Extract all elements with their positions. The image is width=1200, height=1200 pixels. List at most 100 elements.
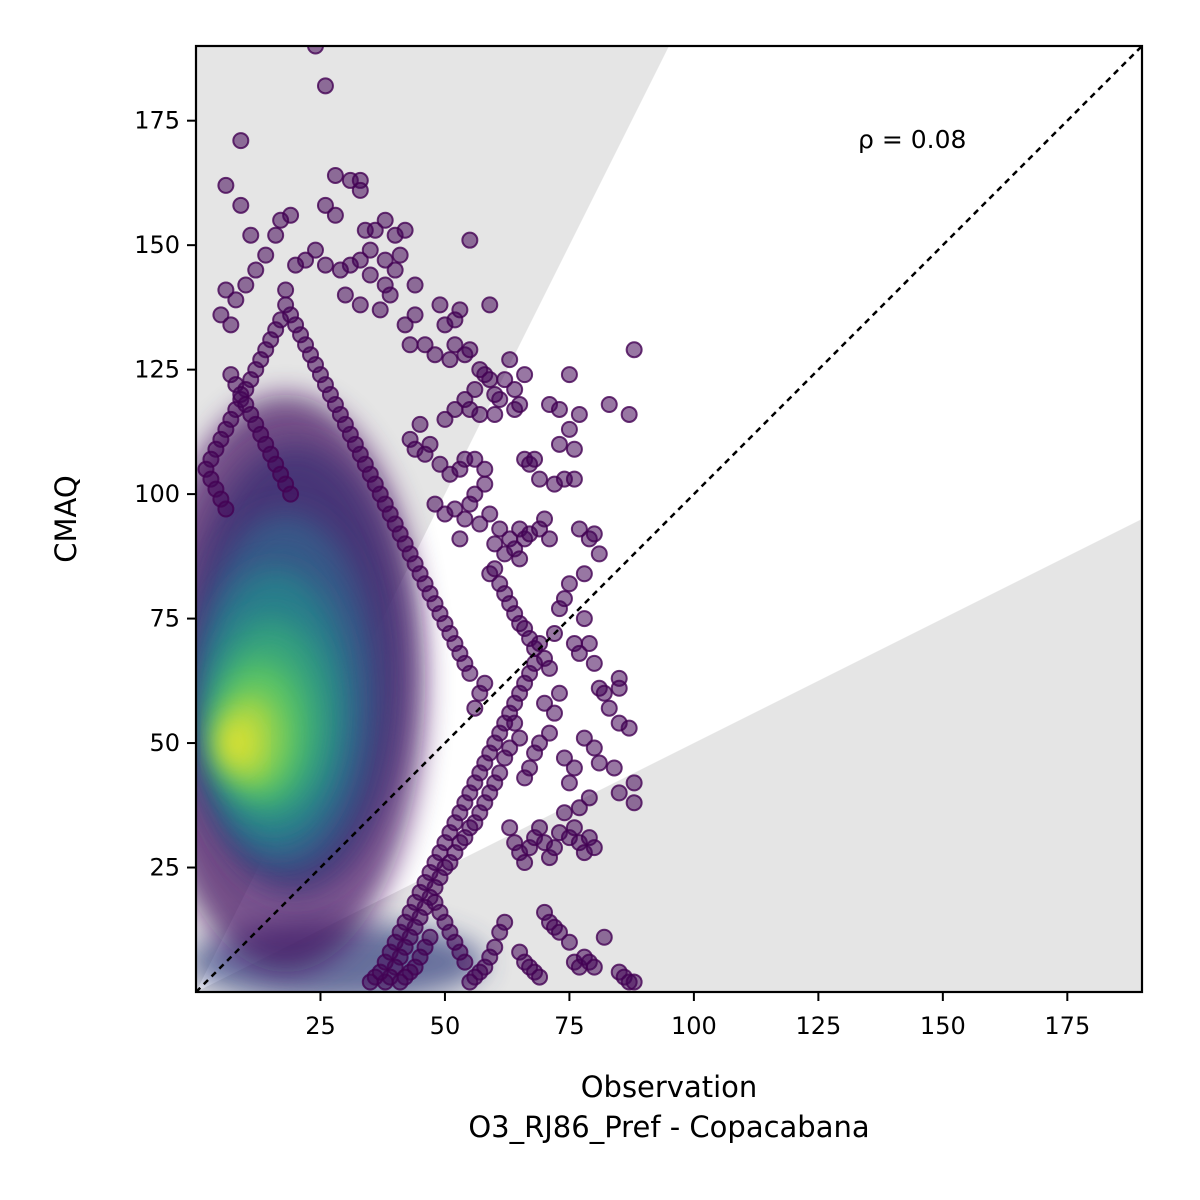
data-point xyxy=(451,530,469,548)
data-point xyxy=(376,211,394,229)
data-point xyxy=(526,744,544,762)
data-point xyxy=(316,196,334,214)
data-point xyxy=(466,699,484,717)
identity-line xyxy=(196,46,1142,992)
data-point xyxy=(605,759,623,777)
data-point xyxy=(560,933,578,951)
data-point xyxy=(625,341,643,359)
data-point xyxy=(536,694,554,712)
data-point xyxy=(481,296,499,314)
data-point xyxy=(550,400,568,418)
data-point xyxy=(431,455,449,473)
data-point xyxy=(282,485,300,503)
data-point xyxy=(316,77,334,95)
data-point xyxy=(511,729,529,747)
data-point xyxy=(550,435,568,453)
data-point xyxy=(217,176,235,194)
data-point xyxy=(247,261,265,279)
data-point xyxy=(511,550,529,568)
data-point xyxy=(426,495,444,513)
data-point xyxy=(560,420,578,438)
x-tick-label: 125 xyxy=(795,1012,841,1040)
data-point xyxy=(541,659,559,677)
data-point xyxy=(625,973,643,991)
data-point xyxy=(396,221,414,239)
data-point xyxy=(496,749,514,767)
data-point xyxy=(590,754,608,772)
y-tick-label: 75 xyxy=(149,605,180,633)
data-point xyxy=(610,784,628,802)
data-point xyxy=(580,634,598,652)
data-point xyxy=(406,276,424,294)
data-point xyxy=(610,679,628,697)
data-point xyxy=(541,530,559,548)
y-tick-label: 125 xyxy=(134,356,180,384)
density-blob xyxy=(218,718,254,768)
data-point xyxy=(446,400,464,418)
data-point xyxy=(351,181,369,199)
data-point xyxy=(371,301,389,319)
data-point xyxy=(541,724,559,742)
data-point xyxy=(401,336,419,354)
data-point xyxy=(501,819,519,837)
data-point xyxy=(516,854,534,872)
data-point xyxy=(287,256,305,274)
data-point xyxy=(361,241,379,259)
data-point xyxy=(257,246,275,264)
data-point xyxy=(590,545,608,563)
data-point xyxy=(461,495,479,513)
data-point xyxy=(585,958,603,976)
data-point xyxy=(575,610,593,628)
data-point xyxy=(560,575,578,593)
data-point xyxy=(516,366,534,384)
data-point xyxy=(336,286,354,304)
data-point xyxy=(326,206,344,224)
data-point xyxy=(426,893,444,911)
data-point xyxy=(550,684,568,702)
data-point xyxy=(565,440,583,458)
y-tick-label: 175 xyxy=(134,107,180,135)
data-point xyxy=(376,251,394,269)
data-point xyxy=(386,261,404,279)
data-point xyxy=(242,226,260,244)
data-point xyxy=(391,973,409,991)
data-point xyxy=(217,281,235,299)
data-point xyxy=(476,475,494,493)
data-point xyxy=(565,470,583,488)
data-point xyxy=(545,704,563,722)
data-point xyxy=(471,515,489,533)
x-tick-label: 75 xyxy=(554,1012,585,1040)
data-point xyxy=(565,819,583,837)
data-point xyxy=(476,460,494,478)
data-point xyxy=(570,405,588,423)
data-point xyxy=(441,351,459,369)
data-point xyxy=(406,306,424,324)
x-axis: 25 50 75 100 125 150 175 xyxy=(305,992,1090,1040)
data-point xyxy=(481,505,499,523)
data-point xyxy=(237,276,255,294)
data-point xyxy=(461,341,479,359)
points-layer xyxy=(197,46,643,991)
data-point xyxy=(555,804,573,822)
data-point xyxy=(431,296,449,314)
x-tick-label: 25 xyxy=(305,1012,336,1040)
data-point xyxy=(496,371,514,389)
data-point xyxy=(575,729,593,747)
data-point xyxy=(456,510,474,528)
data-point xyxy=(316,256,334,274)
data-point xyxy=(595,928,613,946)
data-point xyxy=(217,500,235,518)
data-point xyxy=(471,361,489,379)
data-point xyxy=(486,405,504,423)
data-point xyxy=(436,410,454,428)
data-point xyxy=(416,445,434,463)
data-point xyxy=(516,769,534,787)
data-point xyxy=(585,739,603,757)
data-point xyxy=(610,714,628,732)
x-axis-label-line2: O3_RJ86_Pref - Copacabana xyxy=(468,1110,869,1144)
density-layer xyxy=(196,394,485,992)
plot-area xyxy=(196,46,1142,992)
data-point xyxy=(565,759,583,777)
